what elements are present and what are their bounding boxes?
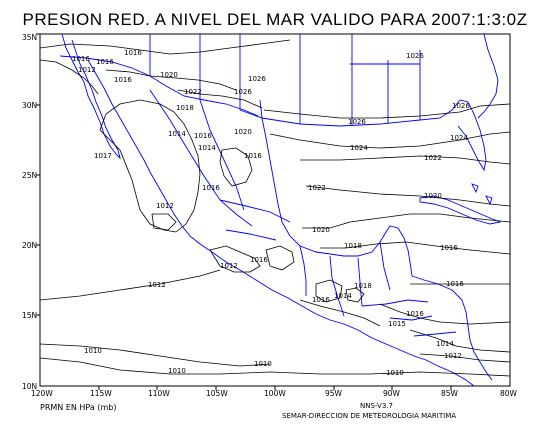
isobar-label: 1016: [72, 55, 90, 63]
isobar-label: 1016: [406, 310, 424, 318]
isobar-label: 1014: [198, 144, 216, 152]
isobar-label: 1016: [244, 152, 262, 160]
lon-tick: 95W: [325, 389, 343, 398]
isobar-label: 1010: [254, 360, 272, 368]
isobar-label: 1016: [96, 58, 114, 66]
isobar-label: 1020: [312, 226, 330, 234]
isobar-label: 1012: [78, 66, 96, 74]
isobar-label: 1010: [84, 347, 102, 355]
isobar-label: 1017: [94, 152, 112, 160]
isobar-label: 1016: [114, 76, 132, 84]
lon-tick: 85W: [441, 389, 459, 398]
credit-label: SEMAR-DIRECCION DE METEOROLOGIA MARITIMA: [282, 412, 457, 420]
isobar-label: 1012: [444, 352, 462, 360]
isobar-label: 1010: [168, 367, 186, 375]
isobar-label: 1010: [386, 369, 404, 377]
version-label: NNS-V3.7: [360, 402, 393, 410]
isobar-label: 1024: [350, 144, 368, 152]
lat-tick: 25N: [22, 171, 37, 180]
lon-tick: 80W: [500, 389, 518, 398]
lon-tick: 100W: [264, 389, 286, 398]
isobar-label: 1024: [450, 134, 468, 142]
lon-axis: 120W 115W 110W 105W 100W 95W 90W 85W 80W: [31, 386, 518, 398]
isobar-label: 1014: [436, 340, 454, 348]
map-title: PRESION RED. A NIVEL DEL MAR VALIDO PARA…: [22, 10, 528, 29]
lat-tick: 30N: [22, 101, 37, 110]
isobar-label: 1018: [354, 282, 372, 290]
isobar-label: 1014: [168, 130, 186, 138]
lon-tick: 90W: [383, 389, 401, 398]
isobar-label: 1018: [344, 242, 362, 250]
lat-tick: 15N: [22, 311, 37, 320]
lon-tick: 120W: [31, 389, 53, 398]
isobar-label: 1022: [308, 184, 326, 192]
lat-axis: 35N 30N 25N 20N 15N 10N: [22, 33, 40, 391]
isobar-label: 1012: [220, 262, 238, 270]
isobar-label: 1026: [248, 75, 266, 83]
lon-tick: 110W: [148, 389, 170, 398]
isobar-labels: 1016 1016 1020 1016 1026 1026 1022 1026 …: [72, 49, 470, 377]
isobar-label: 1022: [184, 88, 202, 96]
lat-tick: 10N: [22, 382, 37, 391]
units-label: PRMN EN HPa (mb): [40, 403, 117, 412]
isobar-label: 1016: [440, 244, 458, 252]
isobar-label: 1018: [176, 104, 194, 112]
isobar-label: 1016: [194, 132, 212, 140]
isobar-label: 1026: [348, 118, 366, 126]
isobar-label: 1020: [424, 192, 442, 200]
lat-tick: 35N: [22, 33, 37, 42]
isobar-label: 1016: [446, 280, 464, 288]
lat-tick: 20N: [22, 241, 37, 250]
isobar-label: 1014: [334, 292, 352, 300]
lon-tick: 115W: [90, 389, 112, 398]
lon-tick: 105W: [206, 389, 228, 398]
isobar-label: 1012: [148, 281, 166, 289]
isobars: [39, 39, 511, 377]
isobar-label: 1026: [234, 88, 252, 96]
isobar-label: 1026: [406, 52, 424, 60]
isobar-label: 1015: [388, 320, 406, 328]
coastlines: [59, 33, 502, 387]
isobar-label: 1026: [452, 102, 470, 110]
isobar-label: 1020: [160, 71, 178, 79]
isobar-label: 1016: [312, 296, 330, 304]
isobar-label: 1022: [424, 154, 442, 162]
isobar-label: 1020: [234, 128, 252, 136]
isobar-label: 1016: [250, 256, 268, 264]
isobar-label: 1016: [124, 49, 142, 57]
isobar-label: 1012: [156, 202, 174, 210]
isobar-label: 1016: [202, 184, 220, 192]
